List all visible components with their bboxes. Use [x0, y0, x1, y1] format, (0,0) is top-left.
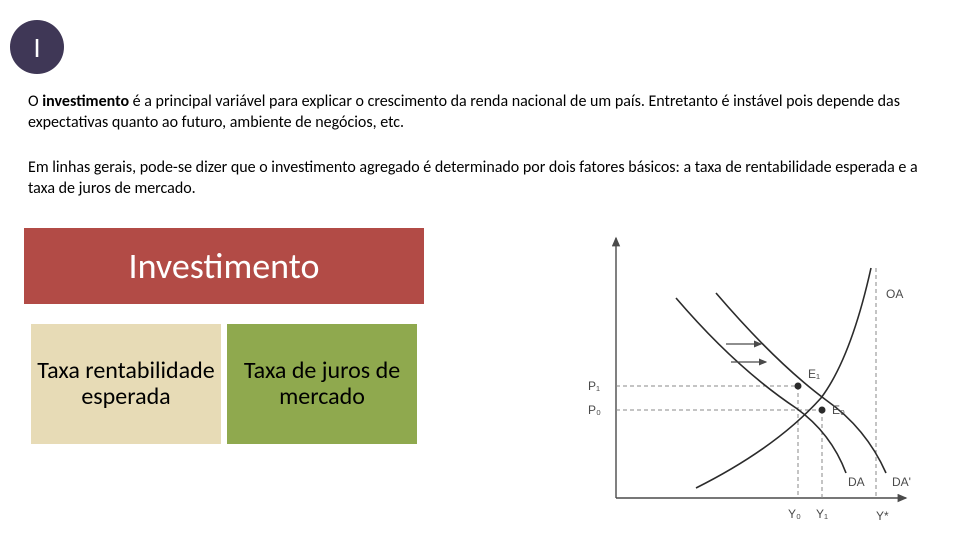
oa-da-chart: OA P₁ P₀ DA DA' Y₀ Y₁ Y* E₀ E₁: [576, 228, 926, 528]
box-taxa-rentabilidade: Taxa rentabilidade esperada: [31, 324, 221, 444]
concept-diagram: Investimento Taxa rentabilidade esperada…: [24, 228, 424, 444]
paragraph-1: O investimento é a principal variável pa…: [28, 92, 932, 134]
svg-text:OA: OA: [886, 287, 903, 301]
box-taxa-juros: Taxa de juros de mercado: [227, 324, 417, 444]
svg-text:DA': DA': [892, 475, 911, 489]
svg-text:P₀: P₀: [588, 403, 601, 417]
paragraph-2: Em linhas gerais, pode-se dizer que o in…: [28, 158, 932, 200]
svg-text:Y*: Y*: [876, 509, 889, 523]
svg-text:P₁: P₁: [588, 379, 600, 393]
svg-text:Y₁: Y₁: [816, 507, 828, 521]
p1-prefix: O: [28, 92, 42, 111]
p1-rest: é a principal variável para explicar o c…: [28, 92, 900, 132]
svg-text:DA: DA: [848, 475, 865, 489]
badge-letter: I: [33, 30, 40, 65]
svg-text:Y₀: Y₀: [788, 507, 801, 521]
svg-text:E₁: E₁: [808, 367, 820, 381]
box-investimento: Investimento: [24, 228, 424, 304]
svg-text:E₀: E₀: [832, 403, 845, 417]
box-row: Taxa rentabilidade esperada Taxa de juro…: [24, 324, 424, 444]
p1-bold: investimento: [42, 92, 129, 111]
section-badge: I: [10, 20, 64, 74]
